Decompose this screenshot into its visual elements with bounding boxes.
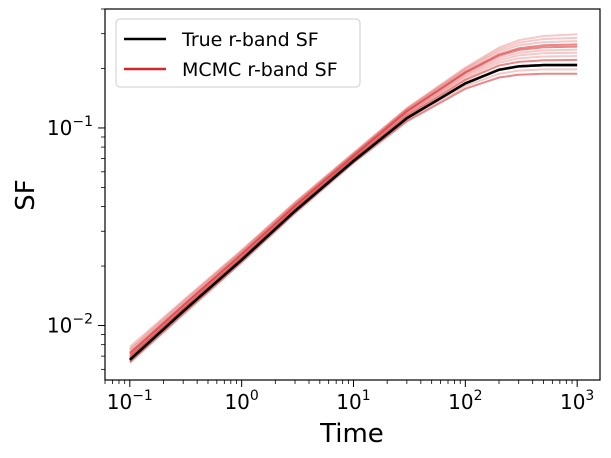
mcmc-sample-line-10	[129, 36, 578, 350]
y-tick-label: 10−2	[47, 312, 93, 338]
x-tick-label: 101	[336, 388, 370, 414]
mcmc-sample-line-9	[129, 72, 578, 364]
ticks-layer: 10−1 100 101 102 103 10−2 10−1	[47, 8, 594, 414]
series-layer	[128, 33, 578, 364]
legend-label-mcmc: MCMC r-band SF	[182, 59, 338, 81]
true-sf-line	[128, 63, 578, 361]
x-axis-label: Time	[319, 419, 384, 449]
x-tick-label: 10−1	[107, 388, 153, 414]
mcmc-sample-line-8	[129, 48, 578, 356]
mcmc-sample-line-4	[129, 33, 578, 348]
plot-frame	[104, 8, 601, 381]
mcmc-sample-line-2	[129, 40, 578, 351]
mcmc-sample-line-1	[129, 51, 578, 357]
x-tick-label: 102	[448, 388, 482, 414]
legend-label-true: True r-band SF	[181, 29, 319, 51]
mcmc-sample-line-3	[129, 58, 578, 359]
legend-box	[115, 18, 361, 88]
mcmc-sample-line-11	[129, 55, 578, 357]
x-tick-label: 100	[224, 388, 258, 414]
y-tick-label: 10−1	[47, 114, 93, 140]
x-tick-label: 103	[560, 388, 594, 414]
mcmc-sample-line-6	[129, 43, 578, 354]
y-axis-label: SF	[11, 179, 41, 210]
legend: True r-band SF MCMC r-band SF	[115, 18, 361, 88]
